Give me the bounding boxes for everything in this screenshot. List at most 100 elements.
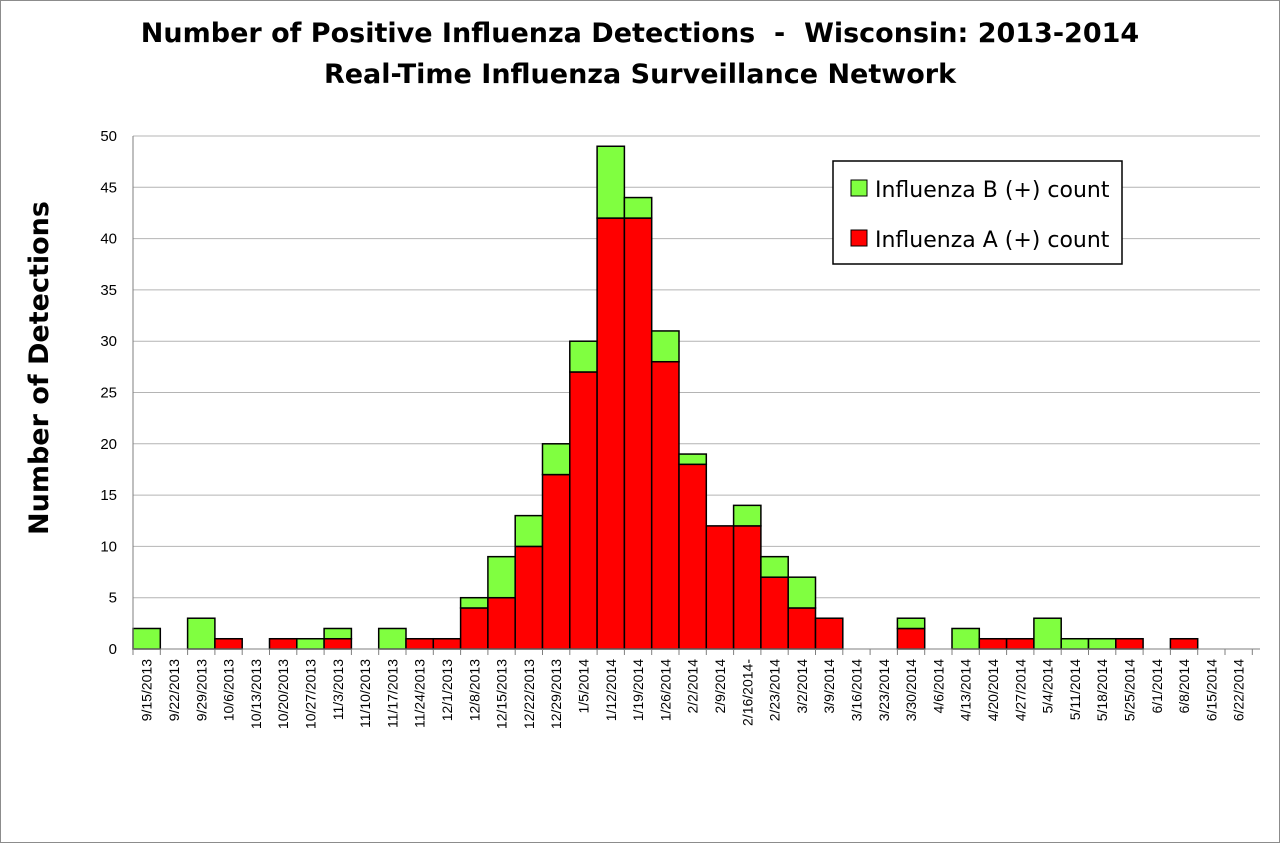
bar-influenza-b <box>541 443 571 476</box>
x-tick-label: 6/1/2014 <box>1149 659 1165 714</box>
bar-influenza-b <box>296 637 325 650</box>
x-tick-label: 4/20/2014 <box>985 659 1001 721</box>
y-tick-labels: 0 5 10 15 20 25 30 35 40 45 50 <box>100 128 117 658</box>
bar-influenza-b <box>760 555 789 578</box>
x-tick-label: 10/27/2013 <box>302 659 318 729</box>
y-tick-label: 15 <box>100 487 117 504</box>
x-tick-label: 3/23/2014 <box>876 659 892 721</box>
y-axis-label: Number of Detections <box>24 201 55 535</box>
bar-influenza-a <box>814 617 844 650</box>
bar-influenza-b <box>732 504 762 527</box>
bar-influenza-a <box>1169 637 1199 650</box>
y-tick-label: 35 <box>100 282 117 299</box>
x-tick-label: 10/13/2013 <box>248 659 264 729</box>
x-tick-label: 9/29/2013 <box>193 659 209 721</box>
x-tick-label: 12/22/2013 <box>521 659 537 729</box>
legend-swatch-b <box>850 179 868 197</box>
legend-label-b: Influenza B (+) count <box>875 178 1110 203</box>
x-tick-label: 1/26/2014 <box>657 659 673 721</box>
legend-swatch-a <box>850 229 868 247</box>
bar-influenza-b <box>377 627 407 650</box>
bar-influenza-b <box>569 340 598 373</box>
y-tick-label: 40 <box>100 231 117 248</box>
bar-influenza-b <box>596 145 626 219</box>
bar-influenza-b <box>1033 617 1062 650</box>
chart-title: Number of Positive Influenza Detections … <box>141 18 1139 49</box>
x-tick-label: 2/9/2014 <box>712 659 728 714</box>
bar-influenza-b <box>623 196 653 219</box>
bar-influenza-a <box>405 637 435 650</box>
x-tick-label: 3/30/2014 <box>903 659 919 721</box>
bars <box>132 145 1199 650</box>
y-tick-label: 45 <box>100 179 117 196</box>
x-tick-label: 6/15/2014 <box>1203 659 1219 721</box>
bar-influenza-a <box>732 525 762 650</box>
x-tick-label: 4/6/2014 <box>930 659 946 714</box>
x-tick-label: 11/3/2013 <box>330 659 346 720</box>
bar-influenza-a <box>541 473 571 650</box>
x-tick-label: 2/16/2014- <box>739 659 755 726</box>
x-tick-label: 10/6/2013 <box>221 659 237 721</box>
x-tick-label: 3/2/2014 <box>794 659 810 714</box>
x-tick-label: 12/15/2013 <box>494 659 510 729</box>
bar-influenza-a <box>514 545 544 650</box>
bar-influenza-a <box>432 637 462 650</box>
bar-influenza-a <box>787 607 817 650</box>
chart-subtitle: Real-Time Influenza Surveillance Network <box>324 59 957 90</box>
bar-influenza-b <box>186 617 216 650</box>
x-tick-label: 3/16/2014 <box>848 659 864 721</box>
bar-influenza-a <box>623 217 653 650</box>
bar-influenza-a <box>678 463 708 650</box>
legend: Influenza B (+) count Influenza A (+) co… <box>832 160 1123 265</box>
bar-influenza-a <box>569 371 598 650</box>
bar-influenza-a <box>214 637 243 650</box>
y-tick-label: 0 <box>109 641 117 658</box>
y-tick-label: 30 <box>100 333 117 350</box>
x-tick-label: 4/13/2014 <box>958 659 974 721</box>
x-tick-labels: 9/15/2013 9/22/2013 9/29/2013 10/6/2013 10/1… <box>139 659 1247 729</box>
bar-influenza-a <box>268 637 298 650</box>
x-tick-label: 11/10/2013 <box>357 659 373 728</box>
bar-influenza-a <box>705 525 735 650</box>
bar-influenza-b <box>132 627 162 650</box>
x-tick-label: 9/22/2013 <box>166 659 182 721</box>
bar-influenza-b <box>514 514 544 548</box>
x-tick-label: 5/18/2014 <box>1094 659 1110 721</box>
x-tick-label: 5/4/2014 <box>1040 659 1056 714</box>
bar-influenza-a <box>978 637 1008 650</box>
x-tick-label: 12/8/2013 <box>466 659 482 721</box>
x-tick-label: 10/20/2013 <box>275 659 291 729</box>
x-tick-label: 5/11/2014 <box>1067 659 1083 720</box>
x-tick-label: 5/25/2014 <box>1121 659 1137 721</box>
legend-label-a: Influenza A (+) count <box>875 228 1110 253</box>
bar-influenza-b <box>323 627 353 640</box>
x-tick-label: 11/24/2013 <box>412 659 428 728</box>
bar-influenza-a <box>896 627 926 650</box>
bar-influenza-b <box>951 627 981 650</box>
legend-box <box>832 160 1123 265</box>
bar-influenza-a <box>1115 637 1144 650</box>
x-tick-label: 9/15/2013 <box>139 659 155 721</box>
bar-influenza-a <box>487 596 516 650</box>
x-tick-label: 12/29/2013 <box>548 659 564 729</box>
x-tick-label: 11/17/2013 <box>384 659 400 728</box>
x-tick-label: 12/1/2013 <box>439 659 455 721</box>
bar-influenza-b <box>896 617 926 630</box>
x-tick-label: 6/22/2014 <box>1231 659 1247 721</box>
y-tick-label: 5 <box>109 590 117 607</box>
x-tick-label: 4/27/2014 <box>1012 659 1028 721</box>
bar-influenza-b <box>1087 637 1117 650</box>
bar-influenza-b <box>787 576 817 609</box>
bar-influenza-a <box>596 217 626 650</box>
x-tick-label: 1/5/2014 <box>575 659 591 714</box>
x-tick-label: 6/8/2014 <box>1176 659 1192 714</box>
bar-influenza-b <box>650 330 680 363</box>
x-tick-label: 1/12/2014 <box>603 659 619 721</box>
bar-influenza-a <box>1005 637 1035 650</box>
bar-influenza-b <box>678 453 708 466</box>
y-tick-label: 20 <box>100 436 117 453</box>
x-tick-label: 1/19/2014 <box>630 659 646 721</box>
bar-influenza-a <box>760 576 789 650</box>
bar-influenza-a <box>650 360 680 650</box>
